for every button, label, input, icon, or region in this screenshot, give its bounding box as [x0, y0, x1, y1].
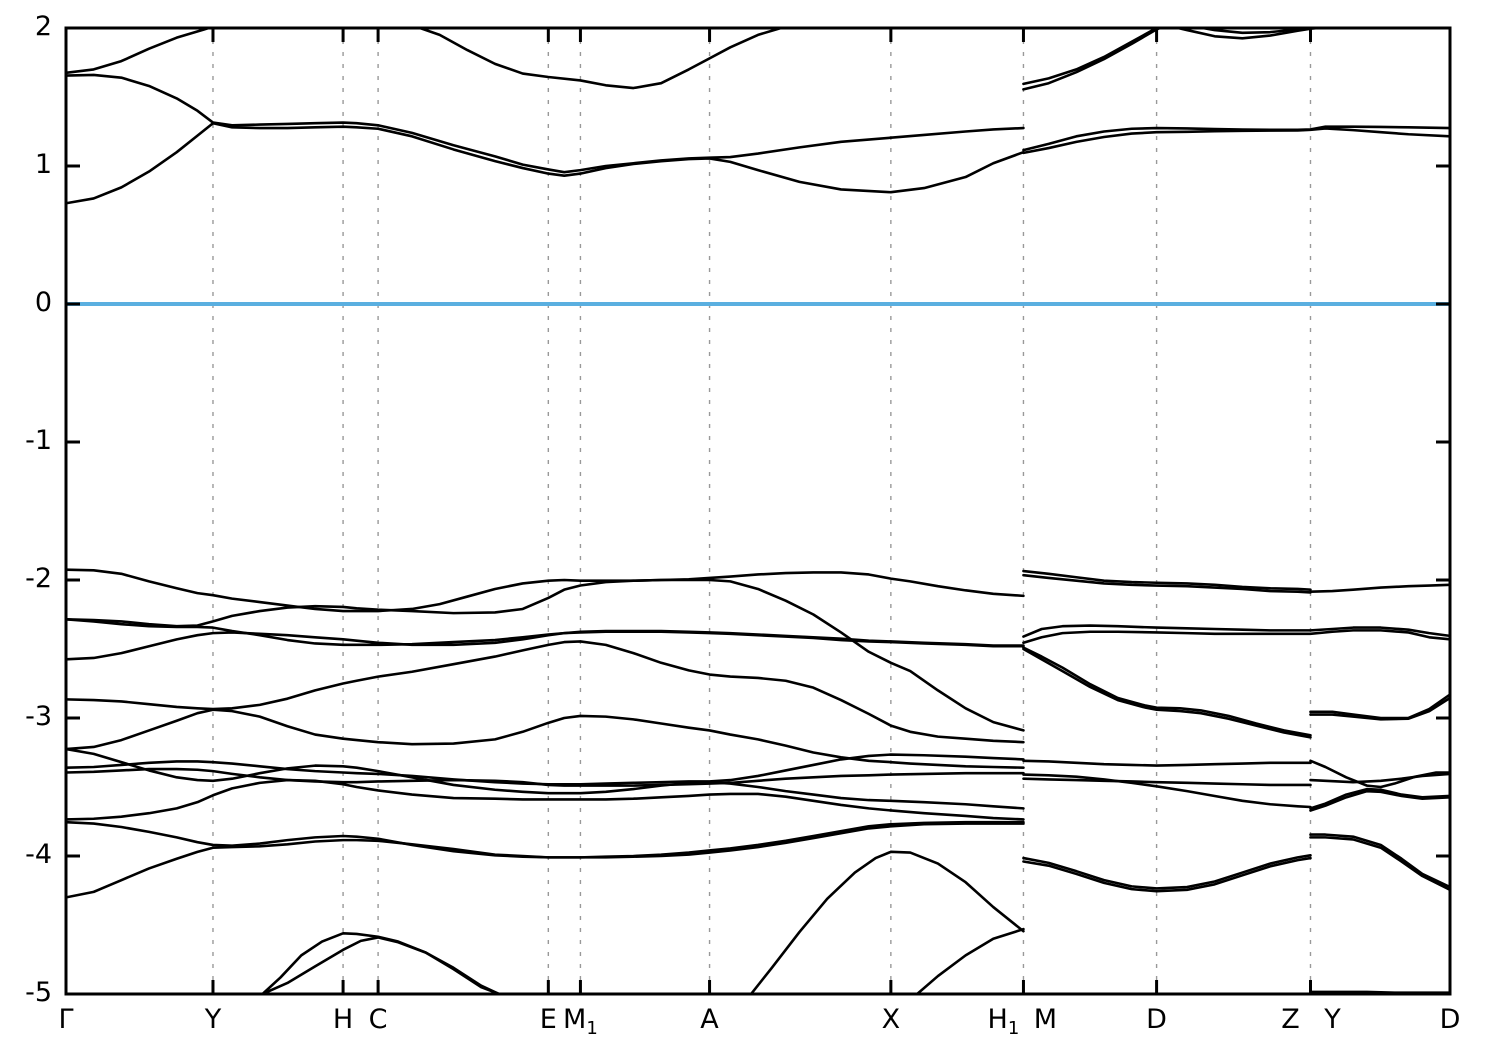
- y-tick-label: -1: [25, 425, 52, 456]
- band-curve: [66, 708, 1025, 769]
- band-curve: [66, 73, 1025, 174]
- band-curve: [66, 121, 1025, 205]
- y-tick-label: 0: [34, 287, 52, 318]
- band-curve: [1309, 772, 1450, 784]
- band-curve: [1309, 836, 1450, 892]
- band-curve: [66, 578, 1025, 732]
- y-tick-label: -2: [25, 563, 52, 594]
- band-curve: [1022, 646, 1312, 737]
- band-curve: [915, 927, 1025, 994]
- axis-frame: [64, 26, 1452, 996]
- band-curve: [1022, 856, 1312, 893]
- band-curve: [1022, 573, 1312, 594]
- band-curve: [1022, 28, 1325, 86]
- x-tick-label: X: [881, 1004, 901, 1035]
- band-curve: [261, 936, 501, 994]
- band-curve: [1022, 569, 1312, 591]
- band-curve: [66, 778, 1025, 821]
- band-curve: [1022, 759, 1312, 767]
- band-curve: [1022, 624, 1450, 638]
- band-curve: [66, 767, 1025, 787]
- x-tick-label: Y: [1324, 1004, 1341, 1035]
- band-curve: [1022, 629, 1450, 645]
- band-curve: [66, 568, 1025, 613]
- y-tick-label: 1: [34, 149, 52, 180]
- x-tick-label: Y: [204, 1004, 222, 1035]
- x-tick-label: A: [700, 1004, 719, 1035]
- x-tick-label: Γ: [58, 1004, 74, 1035]
- band-curves: [66, 21, 1450, 994]
- x-tick-label: H1: [987, 1004, 1020, 1039]
- x-tick-label: C: [368, 1004, 388, 1035]
- band-curve: [1309, 693, 1450, 720]
- grid-lines: [212, 28, 1312, 994]
- band-curve: [66, 28, 786, 90]
- band-curve: [66, 629, 1025, 661]
- band-curve: [261, 931, 501, 994]
- band-curve: [1022, 854, 1312, 890]
- x-tick-label: E: [539, 1004, 557, 1035]
- y-tick-label: -4: [25, 839, 52, 870]
- band-curve: [1022, 647, 1312, 739]
- x-tick-label: M1: [563, 1004, 598, 1039]
- band-curve: [1022, 28, 1332, 91]
- band-curve: [1309, 789, 1450, 812]
- band-curve: [66, 747, 1025, 810]
- x-tick-label: M: [1033, 1004, 1058, 1035]
- band-curve: [1022, 127, 1450, 155]
- y-axis-ticks: [66, 164, 1450, 858]
- band-curve: [1309, 583, 1450, 594]
- y-tick-label: -5: [25, 977, 52, 1008]
- band-curve: [1309, 759, 1450, 789]
- x-tick-label: D: [1146, 1004, 1167, 1035]
- band-curve: [1309, 787, 1450, 810]
- x-tick-label: H: [332, 1004, 354, 1035]
- x-tick-label: D: [1439, 1004, 1461, 1035]
- x-tick-label: Z: [1281, 1004, 1300, 1035]
- band-curve: [786, 21, 1024, 27]
- band-curve: [1022, 777, 1312, 787]
- y-tick-label: 2: [34, 11, 52, 42]
- y-tick-label: -3: [25, 701, 52, 732]
- band-curve: [1022, 773, 1312, 809]
- band-curve: [66, 822, 1025, 899]
- band-curve: [1309, 696, 1450, 721]
- band-curve: [1309, 833, 1450, 889]
- band-curve: [749, 850, 1025, 994]
- x-axis-ticks: [211, 28, 1312, 994]
